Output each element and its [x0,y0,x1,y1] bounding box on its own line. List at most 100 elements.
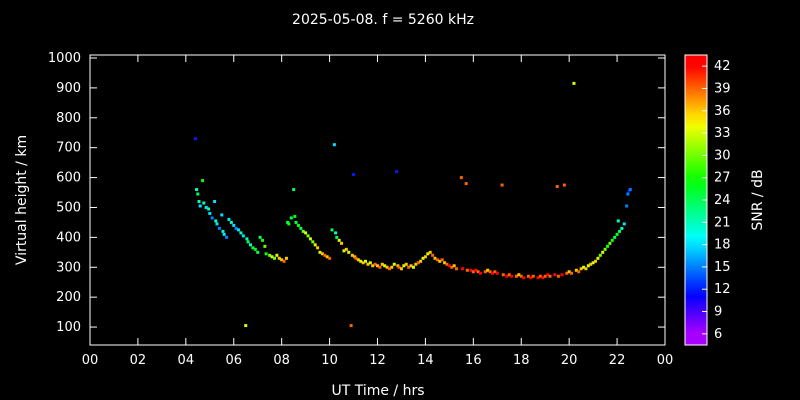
data-point [404,262,408,266]
data-point [471,270,475,274]
data-point [395,170,399,174]
data-point [433,256,437,260]
data-point [328,256,332,260]
data-point [241,234,245,238]
data-point [217,226,221,230]
data-point [195,188,199,192]
x-axis-label: UT Time / hrs [331,383,425,399]
data-point [277,256,281,260]
data-point [332,143,336,147]
data-point [570,271,574,275]
data-point [447,264,451,268]
data-point [349,324,353,328]
data-point [325,255,329,259]
x-tick-label: 08 [273,353,290,368]
data-point [356,258,360,262]
y-tick-label: 600 [56,171,81,186]
data-point [387,267,391,271]
data-point [215,222,219,226]
colorbar-tick-label: 36 [714,104,731,119]
data-point [553,273,557,277]
data-point [469,268,473,272]
data-point [299,226,303,230]
data-point [208,211,212,215]
data-point [196,192,200,196]
data-point [486,268,490,272]
data-point [625,204,629,208]
data-point [584,267,588,271]
data-point [488,270,492,274]
data-point [517,273,521,277]
plot-border [89,54,666,346]
data-point [493,270,497,274]
data-point [546,273,550,277]
data-point [582,265,586,269]
data-point [287,222,291,226]
data-point [567,270,571,274]
data-point [560,273,564,277]
data-point [361,261,365,265]
data-point [452,264,456,268]
data-point [522,276,526,280]
x-tick-label: 06 [225,353,242,368]
data-point [538,274,542,278]
data-point [464,182,468,186]
data-point [316,246,320,250]
data-point [340,241,344,245]
data-point [263,244,267,248]
data-point [249,243,253,247]
data-point [213,199,217,203]
data-point [256,250,260,254]
data-point [474,268,478,272]
data-point [261,238,264,242]
data-point [251,246,255,250]
data-point [198,204,202,208]
data-point [284,256,288,260]
data-point [556,274,560,278]
chart-title: 2025-05-08. f = 5260 kHz [292,12,474,28]
y-tick-label: 200 [56,290,81,305]
data-point [311,240,315,244]
data-point [507,273,511,277]
y-tick-label: 500 [56,200,81,215]
x-tick-label: 12 [369,353,386,368]
data-point [197,199,201,203]
data-point [565,271,569,275]
data-point [431,253,435,257]
y-tick-label: 900 [56,81,81,96]
data-point [479,271,483,275]
data-point [334,231,338,235]
data-point [289,216,293,220]
data-point [371,264,375,268]
data-point [220,213,224,217]
y-tick-label: 1000 [48,51,81,66]
data-point [501,273,505,277]
data-point [373,262,377,266]
data-point [225,235,229,239]
data-point [419,259,423,263]
data-point [245,237,249,241]
data-point [510,274,514,278]
y-tick-label: 700 [56,141,81,156]
x-tick-label: 16 [465,353,482,368]
data-point [402,264,406,268]
data-point [397,265,401,269]
data-point [620,226,624,230]
data-point [378,265,382,269]
y-tick-label: 300 [56,260,81,275]
data-point [282,259,286,263]
data-point [335,235,339,239]
data-point [272,256,276,260]
data-point [344,247,348,251]
data-point [615,232,619,236]
data-point [591,261,595,265]
data-point [514,274,518,278]
colorbar-tick-label: 15 [714,260,731,275]
data-point [368,261,372,265]
data-point [232,223,236,227]
data-point [239,231,243,235]
data-point [301,229,305,233]
data-point [610,238,614,242]
data-point [536,276,540,280]
